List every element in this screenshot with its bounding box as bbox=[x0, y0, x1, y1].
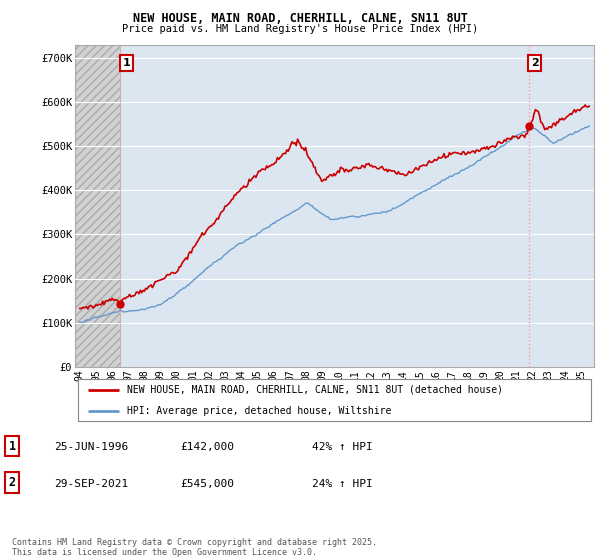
Text: £142,000: £142,000 bbox=[180, 442, 234, 452]
Text: 25-JUN-1996: 25-JUN-1996 bbox=[54, 442, 128, 452]
Text: NEW HOUSE, MAIN ROAD, CHERHILL, CALNE, SN11 8UT (detached house): NEW HOUSE, MAIN ROAD, CHERHILL, CALNE, S… bbox=[127, 385, 503, 395]
Bar bbox=[75, 45, 120, 367]
Text: 1: 1 bbox=[8, 440, 16, 452]
Text: 1: 1 bbox=[122, 58, 130, 68]
Text: 24% ↑ HPI: 24% ↑ HPI bbox=[312, 479, 373, 489]
Text: 29-SEP-2021: 29-SEP-2021 bbox=[54, 479, 128, 489]
Text: £545,000: £545,000 bbox=[180, 479, 234, 489]
Text: 2: 2 bbox=[531, 58, 539, 68]
Text: HPI: Average price, detached house, Wiltshire: HPI: Average price, detached house, Wilt… bbox=[127, 406, 391, 416]
Text: Contains HM Land Registry data © Crown copyright and database right 2025.
This d: Contains HM Land Registry data © Crown c… bbox=[12, 538, 377, 557]
FancyBboxPatch shape bbox=[77, 379, 592, 421]
Text: Price paid vs. HM Land Registry's House Price Index (HPI): Price paid vs. HM Land Registry's House … bbox=[122, 24, 478, 34]
Text: 2: 2 bbox=[8, 476, 16, 489]
Text: NEW HOUSE, MAIN ROAD, CHERHILL, CALNE, SN11 8UT: NEW HOUSE, MAIN ROAD, CHERHILL, CALNE, S… bbox=[133, 12, 467, 25]
Text: 42% ↑ HPI: 42% ↑ HPI bbox=[312, 442, 373, 452]
Bar bbox=[75, 45, 120, 367]
